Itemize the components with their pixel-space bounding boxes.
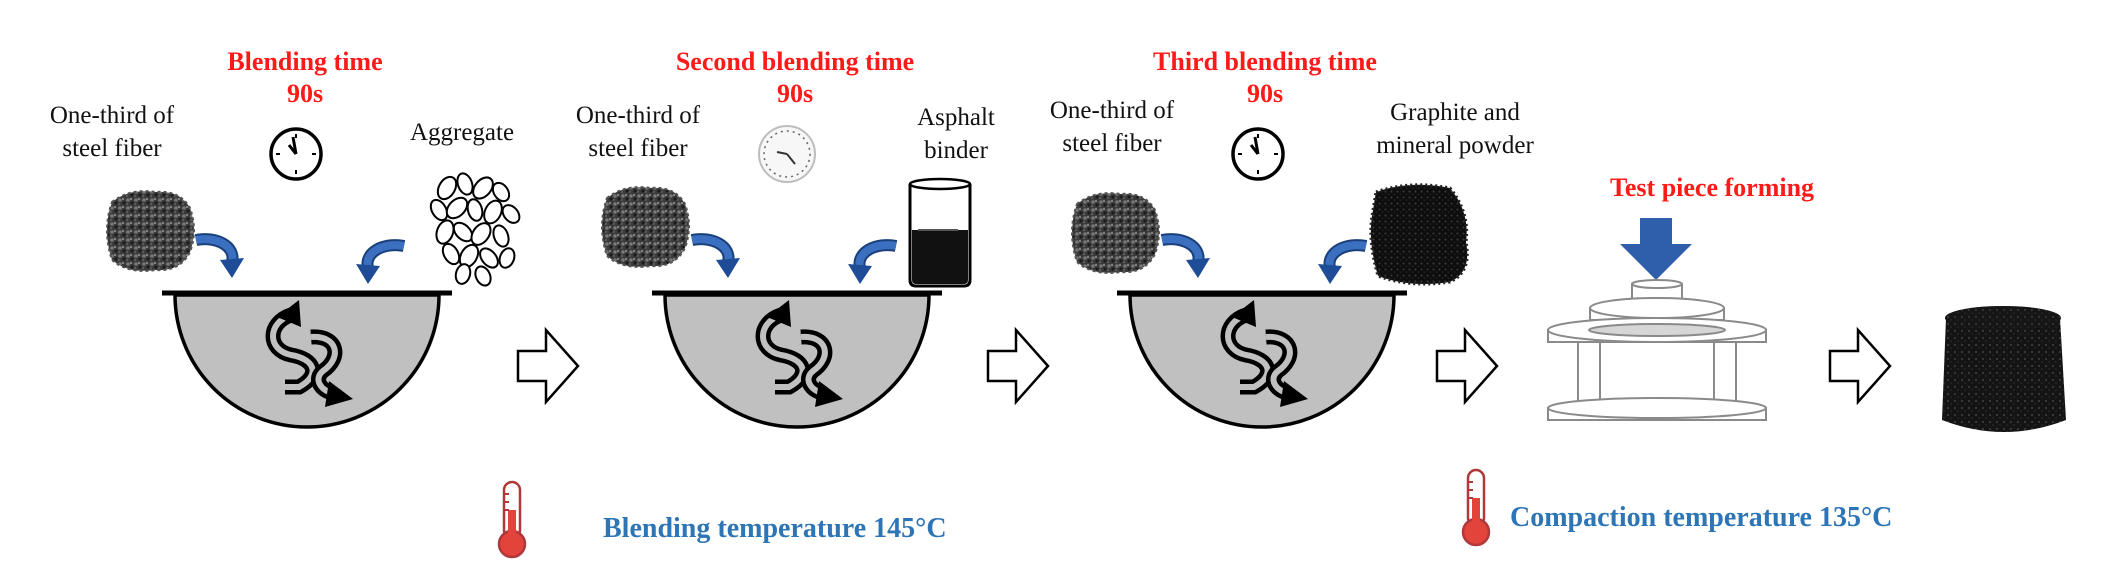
steel-fiber-icon	[106, 190, 195, 272]
thermometer-icon	[497, 480, 527, 559]
mixing-bowl-icon	[652, 293, 942, 427]
aggregate-icon	[429, 172, 521, 287]
step-1: Blending time 90s One-third of steel fib…	[50, 47, 521, 427]
step-3-left-label-line1: One-third of	[1050, 97, 1175, 124]
drop-arrow-icon	[1162, 239, 1210, 278]
step-3-time-title: Third blending time	[1153, 47, 1377, 76]
mixing-bowl-icon	[162, 293, 452, 427]
compaction-temperature: Compaction temperature 135°C	[1510, 502, 1892, 533]
clock-icon	[269, 127, 323, 181]
step-2-left-label-line2: steel fiber	[588, 135, 688, 162]
specimen-icon	[1942, 306, 2066, 432]
step-2: Second blending time 90s One-third of st…	[576, 47, 995, 427]
drop-arrow-icon	[356, 245, 404, 284]
step-2-time-title: Second blending time	[676, 47, 914, 76]
step-3-left-label-line2: steel fiber	[1062, 130, 1162, 157]
clock-icon	[758, 125, 816, 183]
mixing-bowl-icon	[1117, 293, 1407, 427]
drop-arrow-icon	[692, 239, 740, 278]
steel-fiber-icon	[601, 186, 690, 268]
flow-arrow-icon	[986, 328, 1050, 404]
thermometer-icon	[1461, 468, 1491, 547]
asphalt-beaker-icon	[908, 177, 972, 288]
step-3-time-value: 90s	[1247, 79, 1283, 108]
step-3: Third blending time 90s One-third of ste…	[1050, 47, 1534, 427]
drop-arrow-icon	[1318, 245, 1366, 284]
step-1-left-label-line1: One-third of	[50, 102, 175, 129]
flow-arrow-icon	[1435, 328, 1499, 404]
clock-icon	[1231, 127, 1285, 181]
compaction-mold-icon	[1547, 279, 1767, 421]
step-3-right-label-line1: Graphite and	[1390, 99, 1520, 126]
forming-title: Test piece forming	[1610, 173, 1814, 202]
blending-temperature: Blending temperature 145°C	[603, 513, 947, 544]
step-3-right-label-line2: mineral powder	[1376, 132, 1534, 159]
forming-step: Test piece forming	[1547, 173, 1814, 421]
steel-fiber-icon	[1071, 192, 1160, 274]
step-2-right-label-line2: binder	[924, 137, 989, 164]
step-2-left-label-line1: One-third of	[576, 102, 701, 129]
step-1-time-title: Blending time	[227, 47, 382, 76]
flow-arrow-icon	[516, 328, 580, 404]
drop-arrow-icon	[848, 245, 896, 284]
step-1-right-label: Aggregate	[410, 119, 514, 146]
flow-arrow-icon	[1828, 328, 1892, 404]
press-arrow-icon	[1620, 218, 1692, 280]
step-1-left-label-line2: steel fiber	[62, 135, 162, 162]
step-1-time-value: 90s	[287, 79, 323, 108]
drop-arrow-icon	[196, 239, 244, 278]
step-2-right-label-line1: Asphalt	[917, 104, 995, 131]
graphite-powder-icon	[1369, 183, 1469, 286]
step-2-time-value: 90s	[777, 79, 813, 108]
